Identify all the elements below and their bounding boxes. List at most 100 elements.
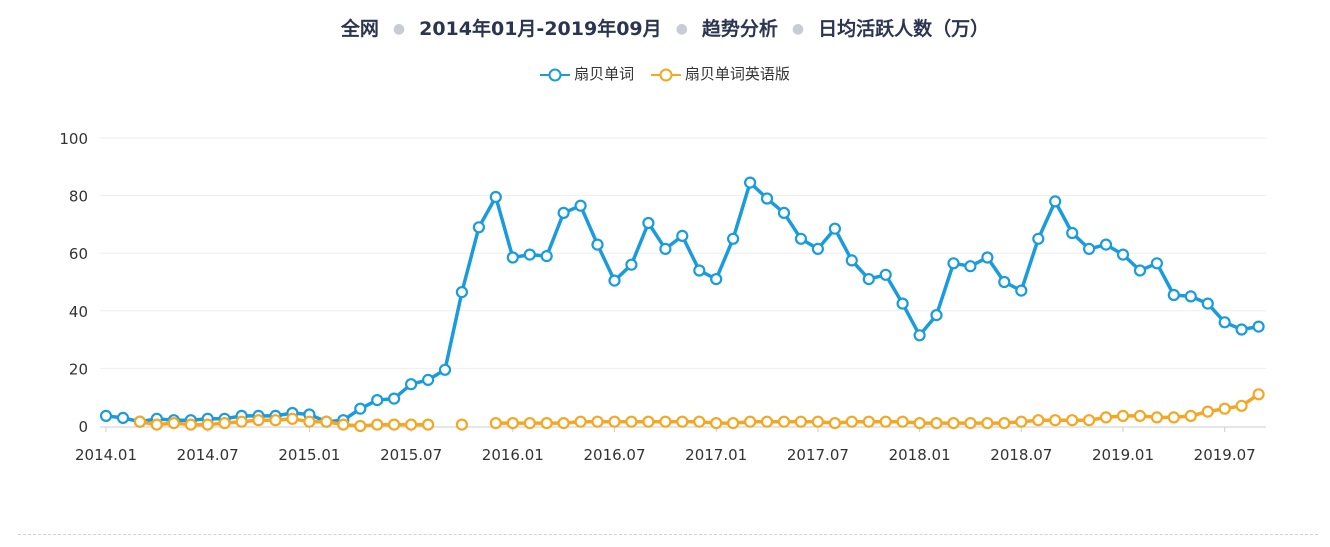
series-1-point[interactable] [1082,242,1096,255]
series-2-point[interactable] [422,418,435,431]
series-2-point[interactable] [1252,388,1265,401]
series-2-point[interactable] [1066,414,1079,427]
series-2-point[interactable] [1235,399,1248,412]
series-2-point[interactable] [1218,402,1231,415]
series-2-point[interactable] [794,415,808,428]
series-1-point[interactable] [1150,257,1164,270]
series-1-point[interactable] [1167,288,1180,302]
series-2-point[interactable] [133,415,146,428]
series-2-point[interactable] [167,417,180,430]
series-1-point[interactable] [1049,195,1062,208]
series-1-point[interactable] [845,254,858,267]
series-1-point[interactable] [608,274,621,287]
series-2-point[interactable] [845,415,858,428]
series-1-point[interactable] [1066,226,1079,240]
series-1-point[interactable] [947,257,960,270]
series-2-point[interactable] [455,418,468,431]
series-1-point[interactable] [625,258,638,271]
series-2-point[interactable] [625,415,638,428]
series-2-point[interactable] [896,415,909,428]
series-1-point[interactable] [591,238,604,251]
series-2-point[interactable] [354,419,367,433]
series-1-point[interactable] [862,273,875,286]
series-2-point[interactable] [405,418,418,431]
series-2-point[interactable] [726,417,740,430]
series-2-point[interactable] [828,417,842,430]
series-2-point[interactable] [1184,409,1197,422]
series-2-point[interactable] [710,417,723,430]
series-1-point[interactable] [1218,316,1231,329]
series-1-point[interactable] [489,190,502,204]
series-1-point[interactable] [455,286,468,299]
series-2-point[interactable] [201,418,214,431]
series-2-point[interactable] [930,417,943,430]
series-1-point[interactable] [540,250,553,263]
series-2-point[interactable] [777,415,791,428]
series-2-point[interactable] [574,415,587,428]
series-1-point[interactable] [371,394,384,407]
series-1-point[interactable] [1235,323,1248,336]
series-1-point[interactable] [828,222,842,235]
series-2-point[interactable] [659,415,672,428]
series-2-point[interactable] [1133,409,1147,422]
series-1-point[interactable] [930,309,943,322]
series-2-point[interactable] [1150,411,1164,424]
series-1-point[interactable] [1201,297,1214,310]
series-1-point[interactable] [676,229,689,242]
series-1-point[interactable] [557,206,570,219]
legend-item-series-2[interactable]: 扇贝单词英语版 [650,63,790,84]
series-2-point[interactable] [337,418,350,431]
series-1-point[interactable] [1133,264,1147,277]
series-2-point[interactable] [608,415,621,428]
series-2-point[interactable] [252,414,265,427]
series-2-point[interactable] [913,417,926,430]
series-2-point[interactable] [981,417,994,430]
series-2-point[interactable] [489,417,502,430]
series-1-point[interactable] [523,248,536,261]
series-2-point[interactable] [676,415,689,428]
series-1-point[interactable] [422,373,435,386]
legend-item-series-1[interactable]: 扇贝单词 [540,63,634,84]
series-1-point[interactable] [879,268,892,281]
series-2-point[interactable] [1167,411,1180,424]
series-1-point[interactable] [354,402,367,415]
series-2-point[interactable] [1032,414,1045,427]
series-1-point[interactable] [1032,232,1045,245]
series-1-point[interactable] [964,260,977,273]
series-1-point[interactable] [777,206,791,219]
series-1-point[interactable] [1015,284,1028,297]
series-2-point[interactable] [998,417,1011,430]
series-2-point[interactable] [269,414,282,427]
series-1-point[interactable] [506,251,519,264]
series-2-point[interactable] [811,415,825,428]
series-2-point[interactable] [557,417,570,430]
series-1-point[interactable] [1116,248,1130,261]
series-2-point[interactable] [506,417,519,430]
series-2-point[interactable] [235,415,248,428]
series-1-point[interactable] [896,297,909,310]
series-2-point[interactable] [184,418,197,431]
series-1-point[interactable] [1252,320,1265,333]
series-1-point[interactable] [574,199,587,212]
series-1-point[interactable] [642,216,655,230]
series-1-point[interactable] [388,392,401,405]
series-1-point[interactable] [693,264,706,277]
series-1-point[interactable] [116,411,130,424]
series-2-point[interactable] [1049,414,1062,427]
series-1-point[interactable] [811,242,825,255]
series-2-point[interactable] [286,412,299,425]
series-2-point[interactable] [879,415,892,428]
series-2-point[interactable] [743,415,757,428]
series-1-point[interactable] [1099,238,1113,251]
series-2-point[interactable] [591,415,604,428]
series-1-point[interactable] [99,409,113,422]
series-1-point[interactable] [913,329,926,342]
series-2-point[interactable] [760,415,774,428]
series-2-point[interactable] [1099,411,1113,424]
series-2-point[interactable] [320,415,333,428]
series-2-point[interactable] [1082,414,1096,427]
series-2-point[interactable] [150,418,163,431]
series-1-point[interactable] [1184,290,1197,303]
series-2-point[interactable] [1201,405,1214,418]
series-2-point[interactable] [1015,415,1028,428]
